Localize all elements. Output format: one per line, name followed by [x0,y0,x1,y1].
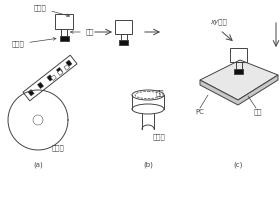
Bar [61,29,67,36]
Polygon shape [47,75,53,81]
Polygon shape [200,75,278,105]
Bar [119,40,128,45]
Polygon shape [38,82,44,89]
Polygon shape [51,75,56,81]
Text: 元器件: 元器件 [12,38,56,47]
Bar [120,34,127,40]
Text: 送料器: 送料器 [52,145,64,151]
Polygon shape [57,70,63,75]
Text: 吸嘴: 吸嘴 [71,29,94,35]
Polygon shape [64,65,70,70]
Polygon shape [56,67,62,74]
Text: PC: PC [195,109,204,115]
Bar [59,36,69,41]
Text: 贴片头: 贴片头 [34,5,69,17]
Bar [115,20,132,34]
Bar [234,69,243,74]
Bar [230,48,247,62]
Polygon shape [200,60,278,100]
Polygon shape [66,60,72,66]
Text: 焊盘: 焊盘 [254,109,262,115]
Text: 摄像头: 摄像头 [153,134,166,140]
Text: xy运动: xy运动 [210,19,227,25]
Text: (c): (c) [233,162,243,168]
Polygon shape [28,90,34,96]
Text: (b): (b) [143,162,153,168]
Text: 光源: 光源 [156,90,165,96]
Text: (a): (a) [33,162,43,168]
Bar [55,14,73,29]
Bar [235,62,241,69]
